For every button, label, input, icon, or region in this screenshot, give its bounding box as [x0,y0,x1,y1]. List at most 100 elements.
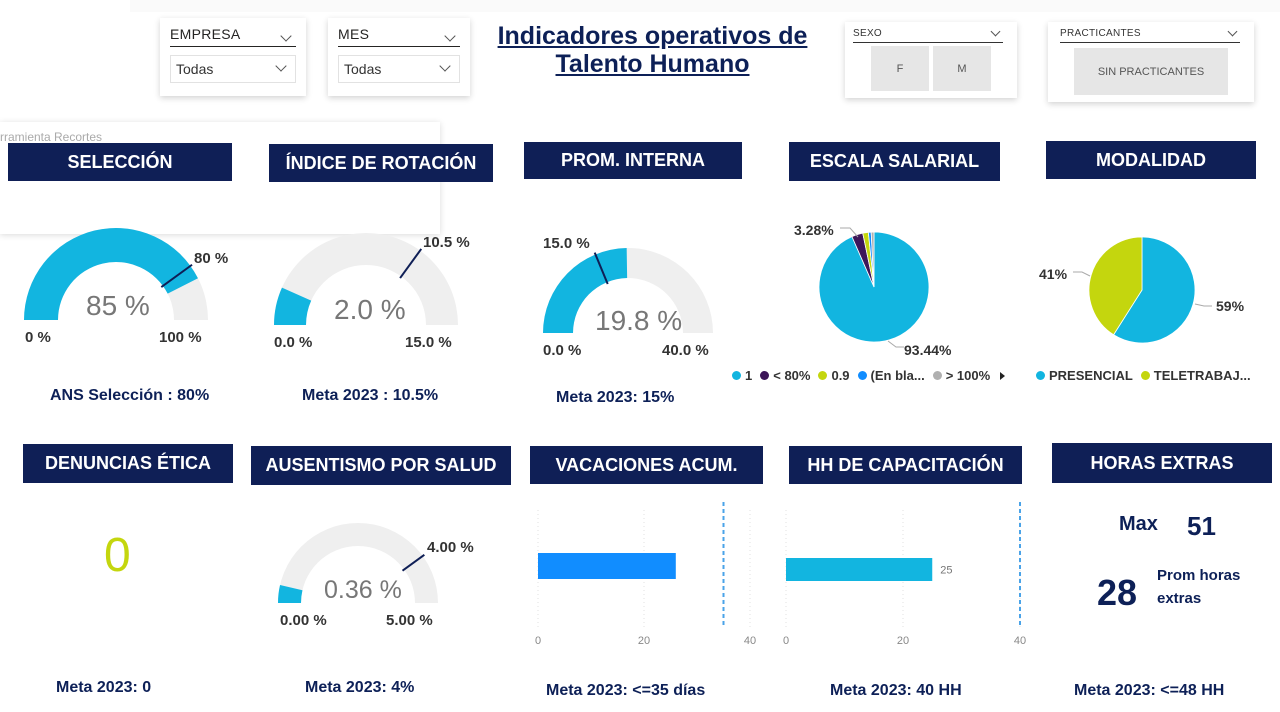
pie-escala-label-big: 93.44% [904,342,952,358]
practicantes-option[interactable]: SIN PRACTICANTES [1074,48,1228,95]
legend-dot [818,371,828,380]
page-title: Indicadores operativos de Talento Humano [470,22,835,78]
gauge-rotacion-min: 0.0 % [274,334,313,351]
horas-max-value: 51 [1187,511,1216,541]
empresa-slicer[interactable]: EMPRESA Todas [160,18,306,96]
legend-item[interactable]: PRESENCIAL [1036,368,1133,383]
meta-horas-extras: Meta 2023: <=48 HH [1074,682,1225,699]
gauge-target-marker [160,263,193,288]
practicantes-slicer[interactable]: PRACTICANTES SIN PRACTICANTES [1048,22,1254,102]
legend-item[interactable]: (En bla... [857,368,925,383]
sexo-option-f[interactable]: F [871,46,929,91]
legend-dot [932,371,942,380]
pie-slice [1113,236,1196,344]
legend-item[interactable]: TELETRABAJ... [1140,368,1251,383]
gauge-ausentismo-value: 0.36 % [324,576,402,604]
page-title-line1: Indicadores operativos de [497,22,808,50]
legend-dot [1036,371,1045,380]
pie-escala-label-small: 3.28% [794,222,834,238]
meta-capacitacion: Meta 2023: 40 HH [830,682,962,699]
pie-leader-line [1194,303,1212,307]
header-modalidad: MODALIDAD [1046,141,1256,179]
gauge-seleccion-target: 80 % [194,250,229,267]
horas-prom-label-2: extras [1157,590,1202,607]
gauge-prom-interna-value: 19.8 % [595,305,683,336]
legend-item[interactable]: > 100% [932,368,991,383]
legend-label: 0.9 [831,368,850,383]
gauge-ausentismo [278,523,438,603]
axis-tick-label: 20 [638,635,650,647]
legend-escala: 1 < 80% 0.9 (En bla... > 100% [732,368,1006,383]
pie-leader-line [887,340,904,348]
mes-dropdown-value: Todas [344,61,382,77]
bar-data-label: 25 [940,565,952,577]
legend-next-arrow-icon[interactable] [1000,371,1006,380]
pie-leader-line [1073,271,1091,277]
gauge-fill [274,287,312,325]
header-vacaciones: VACACIONES ACUM. [530,446,763,484]
meta-ausentismo: Meta 2023: 4% [305,679,415,696]
chevron-down-icon[interactable] [1227,26,1238,37]
gauge-prom-interna [543,248,713,333]
legend-item[interactable]: < 80% [760,368,810,383]
bar-vacaciones: 0 20 40 [535,502,756,647]
gauge-seleccion-value: 85 % [86,290,150,321]
chevron-down-icon[interactable] [990,26,1001,37]
header-denuncias: DENUNCIAS ÉTICA [23,444,233,483]
pie-slice [1088,236,1143,336]
meta-prom-interna: Meta 2023: 15% [556,389,675,406]
legend-item[interactable]: 1 [732,368,752,383]
denuncias-value: 0 [104,529,131,582]
horas-prom-label-1: Prom horas [1157,567,1241,584]
chevron-down-icon[interactable] [444,30,456,42]
legend-modalidad: PRESENCIAL TELETRABAJ... [1036,368,1259,383]
gauge-rotacion-target: 10.5 % [423,234,470,251]
mes-slicer-label: MES [338,26,370,42]
meta-vacaciones: Meta 2023: <=35 días [546,682,706,699]
gauge-target-marker [401,553,425,572]
header-rotacion: ÍNDICE DE ROTACIÓN [269,144,493,182]
gauge-seleccion-max: 100 % [159,329,202,346]
chevron-down-icon[interactable] [280,30,292,42]
header-horas-extras: HORAS EXTRAS [1052,443,1272,483]
mes-slicer[interactable]: MES Todas [328,18,470,96]
gauge-rotacion-max: 15.0 % [405,334,452,351]
axis-tick-label: 0 [535,635,541,647]
axis-tick-label: 40 [1014,635,1026,647]
mes-dropdown[interactable]: Todas [338,55,460,83]
header-prom-interna: PROM. INTERNA [524,142,742,179]
meta-seleccion: ANS Selección : 80% [50,387,210,404]
pie-escala-salarial [818,227,930,348]
legend-label: > 100% [945,368,991,383]
legend-label: 1 [745,368,753,383]
chevron-down-icon [439,60,451,72]
empresa-dropdown[interactable]: Todas [170,55,296,83]
axis-tick-label: 40 [744,635,756,647]
gauge-track [274,233,458,325]
legend-dot [1140,371,1150,380]
legend-label: (En bla... [870,368,925,383]
gauge-target-marker [593,252,609,285]
divider [853,42,1003,43]
gauge-ausentismo-min: 0.00 % [280,612,327,629]
page-title-line2: Talento Humano [555,50,750,78]
bar-capacitacion: 0 20 40 25 [783,502,1026,647]
empresa-dropdown-value: Todas [176,61,214,77]
horas-max-label: Max [1119,513,1158,535]
chevron-down-icon [275,60,287,72]
legend-label: TELETRABAJ... [1153,368,1251,383]
legend-item[interactable]: 0.9 [818,368,850,383]
sexo-slicer[interactable]: SEXO F M [845,22,1017,98]
sexo-option-m[interactable]: M [933,46,991,91]
gauge-fill [278,585,303,603]
axis-tick-label: 20 [897,635,909,647]
gauge-ausentismo-max: 5.00 % [386,612,433,629]
axis-tick-label: 0 [783,635,789,647]
pie-modalidad-label-right: 59% [1216,298,1245,314]
legend-label: < 80% [773,368,811,383]
pie-leader-line [840,227,859,238]
pie-modalidad [1073,236,1212,344]
gauge-rotacion [274,233,458,325]
empresa-slicer-label: EMPRESA [170,26,241,42]
ghost-overlay-text: rramienta Recortes [0,130,103,144]
